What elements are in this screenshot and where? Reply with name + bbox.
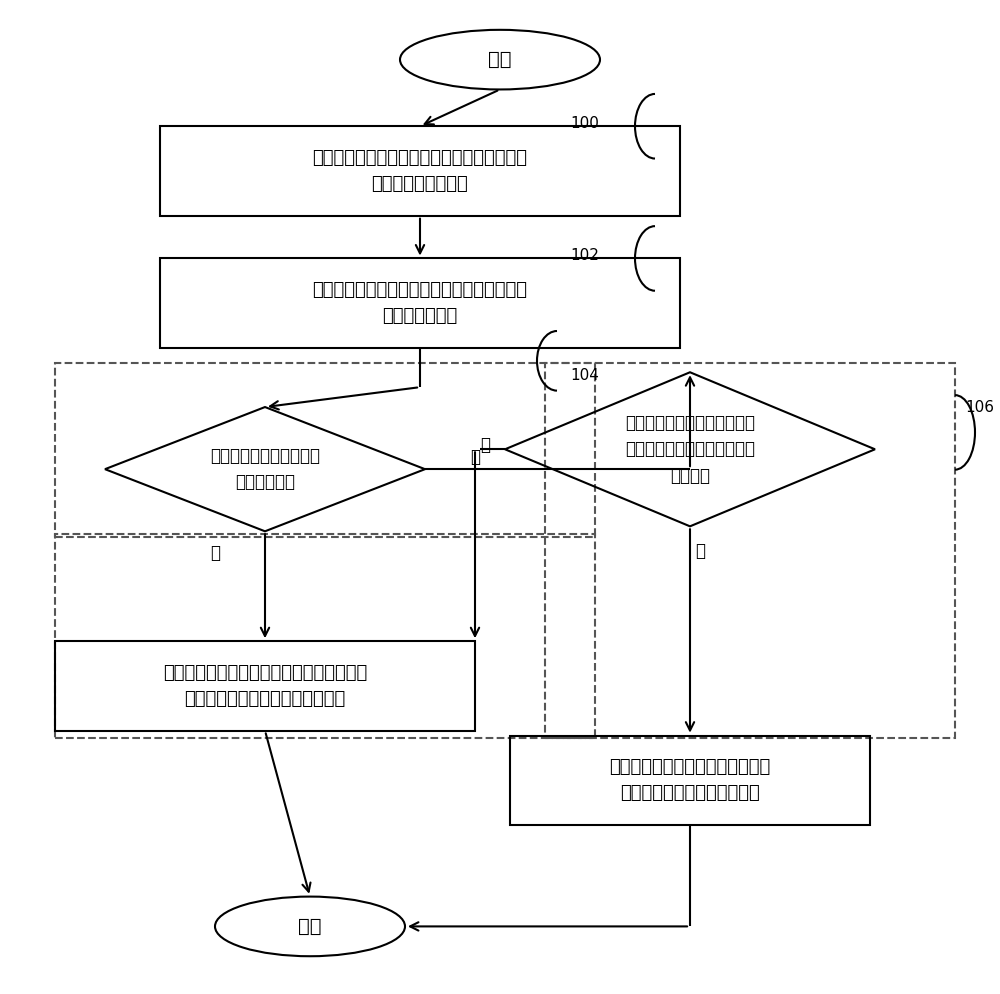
Bar xyxy=(55,363,595,537)
Text: 否: 否 xyxy=(470,448,480,466)
Text: 是: 是 xyxy=(210,544,220,562)
Text: 在多普勒补偿范围内使用跟踪算法预测的目
标速度对目标回波进行多普勒补偿: 在多普勒补偿范围内使用跟踪算法预测的目 标速度对目标回波进行多普勒补偿 xyxy=(163,664,367,708)
Text: 102: 102 xyxy=(570,248,599,263)
Bar xyxy=(545,363,955,738)
Bar xyxy=(160,126,680,216)
Text: 目标速度信息与跟踪算法预测
的目标速度的差值在多普勒容
限带宽内: 目标速度信息与跟踪算法预测 的目标速度的差值在多普勒容 限带宽内 xyxy=(625,414,755,485)
Text: 结束: 结束 xyxy=(298,916,322,936)
Bar xyxy=(160,258,680,348)
Text: 是: 是 xyxy=(695,542,705,560)
Text: 相位信息的微分均值结果
小于等于阈值: 相位信息的微分均值结果 小于等于阈值 xyxy=(210,447,320,491)
Text: 否: 否 xyxy=(480,436,490,454)
Bar xyxy=(55,641,475,731)
Text: 100: 100 xyxy=(570,115,599,131)
Bar xyxy=(510,736,870,825)
Bar xyxy=(55,534,595,738)
Text: 106: 106 xyxy=(965,400,994,415)
Text: 104: 104 xyxy=(570,368,599,384)
Text: 根据跟踪算法预测的目标距离信息预估目标回
波的多普勒补偿范围: 根据跟踪算法预测的目标距离信息预估目标回 波的多普勒补偿范围 xyxy=(312,149,528,193)
Text: 使用相位信息的微分均值在目标回
波的实际位置进行多普勒补偿: 使用相位信息的微分均值在目标回 波的实际位置进行多普勒补偿 xyxy=(609,758,771,802)
Text: 在多普勒补偿范围内，对目标回波进行滑窗检
测获得相位信息: 在多普勒补偿范围内，对目标回波进行滑窗检 测获得相位信息 xyxy=(312,281,528,325)
Text: 开始: 开始 xyxy=(488,50,512,70)
